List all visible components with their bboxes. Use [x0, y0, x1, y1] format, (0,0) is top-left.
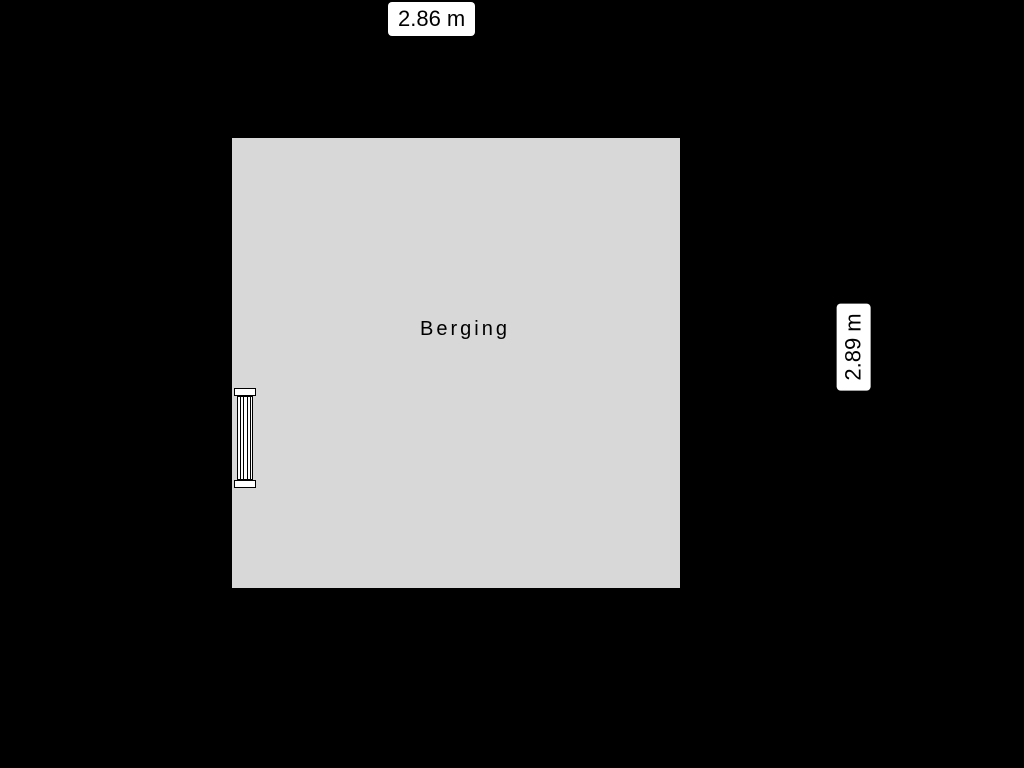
dimension-height-label: 2.89 m	[837, 303, 871, 390]
room-label: Berging	[420, 318, 510, 341]
radiator-icon	[234, 388, 256, 488]
dimension-width-label: 2.86 m	[388, 2, 475, 36]
room-berging	[232, 138, 680, 588]
